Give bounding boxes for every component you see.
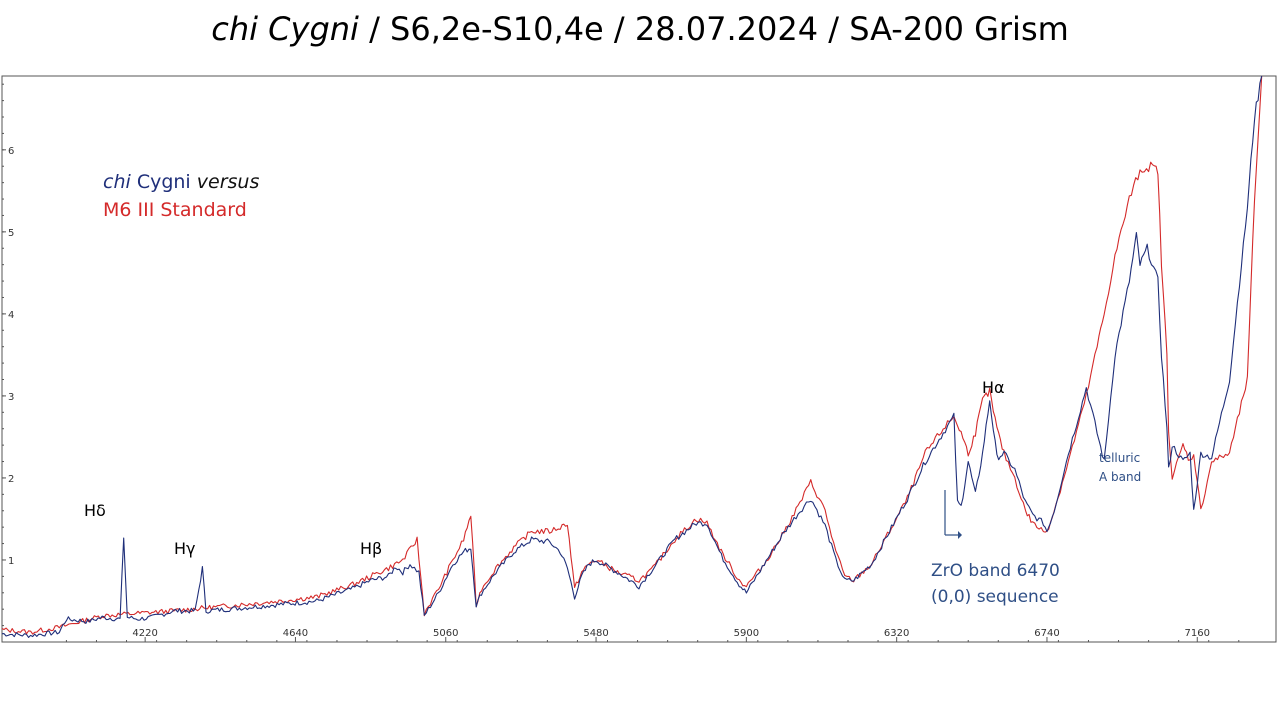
chi-cygni-line [1, 75, 1263, 638]
x-tick-label: 5060 [433, 628, 458, 639]
chart-title-star: chi Cygni [211, 10, 359, 48]
y-tick-label: 1 [8, 556, 14, 567]
legend-chi-word: chi [103, 171, 131, 193]
zro-annotation-line1: ZrO band 6470 [931, 561, 1060, 581]
plot-frame [1, 75, 1277, 643]
telluric-annotation-line1: telluric [1099, 451, 1140, 465]
series-chi-cygni [1, 75, 1263, 638]
x-tick-label: 4220 [132, 628, 157, 639]
hdelta-label: Hδ [84, 501, 106, 520]
x-tick-label: 5900 [734, 628, 759, 639]
y-tick-label: 3 [8, 392, 14, 403]
chart-axes: 4220 4640 5060 5480 5900 6320 6740 7160 1 2 3 4 5 6 [1, 75, 1277, 643]
legend-chi-cygni: chi Cygni versus [103, 168, 259, 196]
zro-annotation-line2: (0,0) sequence [931, 587, 1059, 607]
x-tick-label: 5480 [583, 628, 608, 639]
legend-cygni-word: Cygni [130, 171, 197, 193]
halpha-label: Hα [982, 378, 1005, 397]
chart-title: chi Cygni / S6,2e-S10,4e / 28.07.2024 / … [0, 10, 1280, 48]
hgamma-label: Hγ [174, 539, 196, 558]
x-tick-label: 6740 [1034, 628, 1059, 639]
y-tick-label: 2 [8, 474, 14, 485]
chart-title-rest: / S6,2e-S10,4e / 28.07.2024 / SA-200 Gri… [358, 10, 1069, 48]
hbeta-label: Hβ [360, 539, 382, 558]
legend: chi Cygni versus M6 III Standard [103, 168, 259, 224]
y-tick-label: 6 [8, 146, 14, 157]
y-tick-label: 4 [8, 310, 14, 321]
x-tick-label: 6320 [884, 628, 909, 639]
y-tick-label: 5 [8, 228, 14, 239]
zro-arrow [944, 490, 962, 539]
x-tick-label: 7160 [1185, 628, 1210, 639]
legend-versus-word: versus [196, 171, 260, 193]
x-tick-label: 4640 [283, 628, 308, 639]
legend-standard: M6 III Standard [103, 199, 247, 221]
telluric-annotation-line2: A band [1099, 470, 1141, 484]
